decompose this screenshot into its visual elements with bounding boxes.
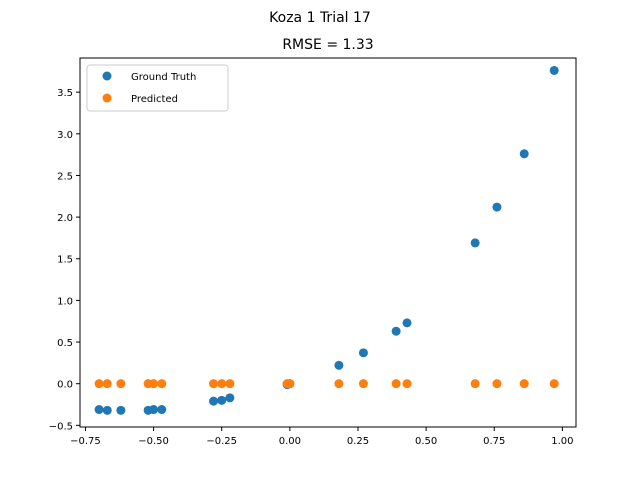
x-tick-label: 1.00 (551, 436, 573, 447)
legend-marker (102, 71, 112, 81)
series-predicted (94, 379, 559, 389)
y-tick-label: 2.0 (57, 213, 73, 224)
y-tick-label: 0.5 (57, 338, 73, 349)
legend-label: Predicted (131, 94, 178, 105)
predicted-point (94, 379, 104, 389)
x-tick-label: −0.25 (206, 436, 237, 447)
ground-truth-point (225, 393, 235, 403)
y-tick-label: 0.0 (57, 380, 73, 391)
predicted-point (549, 379, 559, 389)
y-tick-label: 1.0 (57, 296, 73, 307)
ground-truth-point (391, 326, 401, 336)
ground-truth-point (549, 65, 559, 75)
ground-truth-point (217, 395, 227, 405)
predicted-point (334, 379, 344, 389)
ground-truth-point (157, 405, 167, 415)
ground-truth-point (116, 405, 126, 415)
x-tick-label: 0.75 (483, 436, 505, 447)
ground-truth-point (334, 360, 344, 370)
predicted-point (391, 379, 401, 389)
ground-truth-point (470, 238, 480, 248)
ground-truth-point (149, 405, 159, 415)
predicted-point (492, 379, 502, 389)
predicted-point (116, 379, 126, 389)
ground-truth-point (94, 405, 104, 415)
predicted-point (519, 379, 529, 389)
legend-label: Ground Truth (131, 72, 196, 83)
y-tick-label: −0.5 (49, 421, 73, 432)
y-tick-label: 3.0 (57, 130, 73, 141)
axis-ticks: −0.75 −0.50 −0.25 0.00 0.25 0.50 0.75 1.00 −0.5 0… (49, 88, 574, 447)
ground-truth-point (209, 396, 219, 406)
predicted-point (402, 379, 412, 389)
figure-suptitle: Koza 1 Trial 17 (269, 10, 371, 26)
x-tick-label: −0.75 (70, 436, 101, 447)
legend: Ground Truth Predicted (86, 64, 229, 112)
y-tick-label: 3.5 (57, 88, 73, 99)
predicted-point (358, 379, 368, 389)
legend-marker (102, 93, 112, 103)
x-tick-label: 0.50 (415, 436, 437, 447)
predicted-point (102, 379, 112, 389)
predicted-point (285, 379, 295, 389)
series-ground-truth (94, 65, 559, 415)
predicted-point (217, 379, 227, 389)
ground-truth-point (358, 348, 368, 358)
axes-frame (79, 57, 577, 428)
predicted-point (209, 379, 219, 389)
x-tick-label: −0.50 (138, 436, 169, 447)
y-tick-label: 2.5 (57, 171, 73, 182)
predicted-point (470, 379, 480, 389)
predicted-point (149, 379, 159, 389)
ground-truth-point (102, 405, 112, 415)
x-tick-label: 0.25 (347, 436, 369, 447)
y-tick-label: 1.5 (57, 255, 73, 266)
legend-box (86, 64, 229, 112)
ground-truth-point (519, 149, 529, 159)
ground-truth-point (492, 202, 502, 212)
ground-truth-point (402, 318, 412, 328)
x-tick-label: 0.00 (279, 436, 301, 447)
predicted-point (225, 379, 235, 389)
plot-area (94, 65, 559, 415)
predicted-point (157, 379, 167, 389)
plot-title: RMSE = 1.33 (282, 37, 373, 53)
